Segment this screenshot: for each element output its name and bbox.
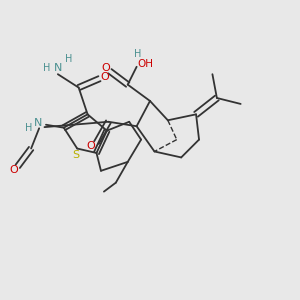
Text: H: H [43,63,50,73]
Text: O: O [9,165,18,175]
Text: OH: OH [137,59,153,69]
Text: O: O [101,63,110,73]
Text: N: N [34,118,43,128]
Text: S: S [72,150,79,160]
Text: O: O [87,140,95,151]
Text: O: O [100,72,109,82]
Text: N: N [54,63,63,73]
Text: H: H [65,54,73,64]
Text: H: H [134,49,142,59]
Text: H: H [25,123,33,133]
